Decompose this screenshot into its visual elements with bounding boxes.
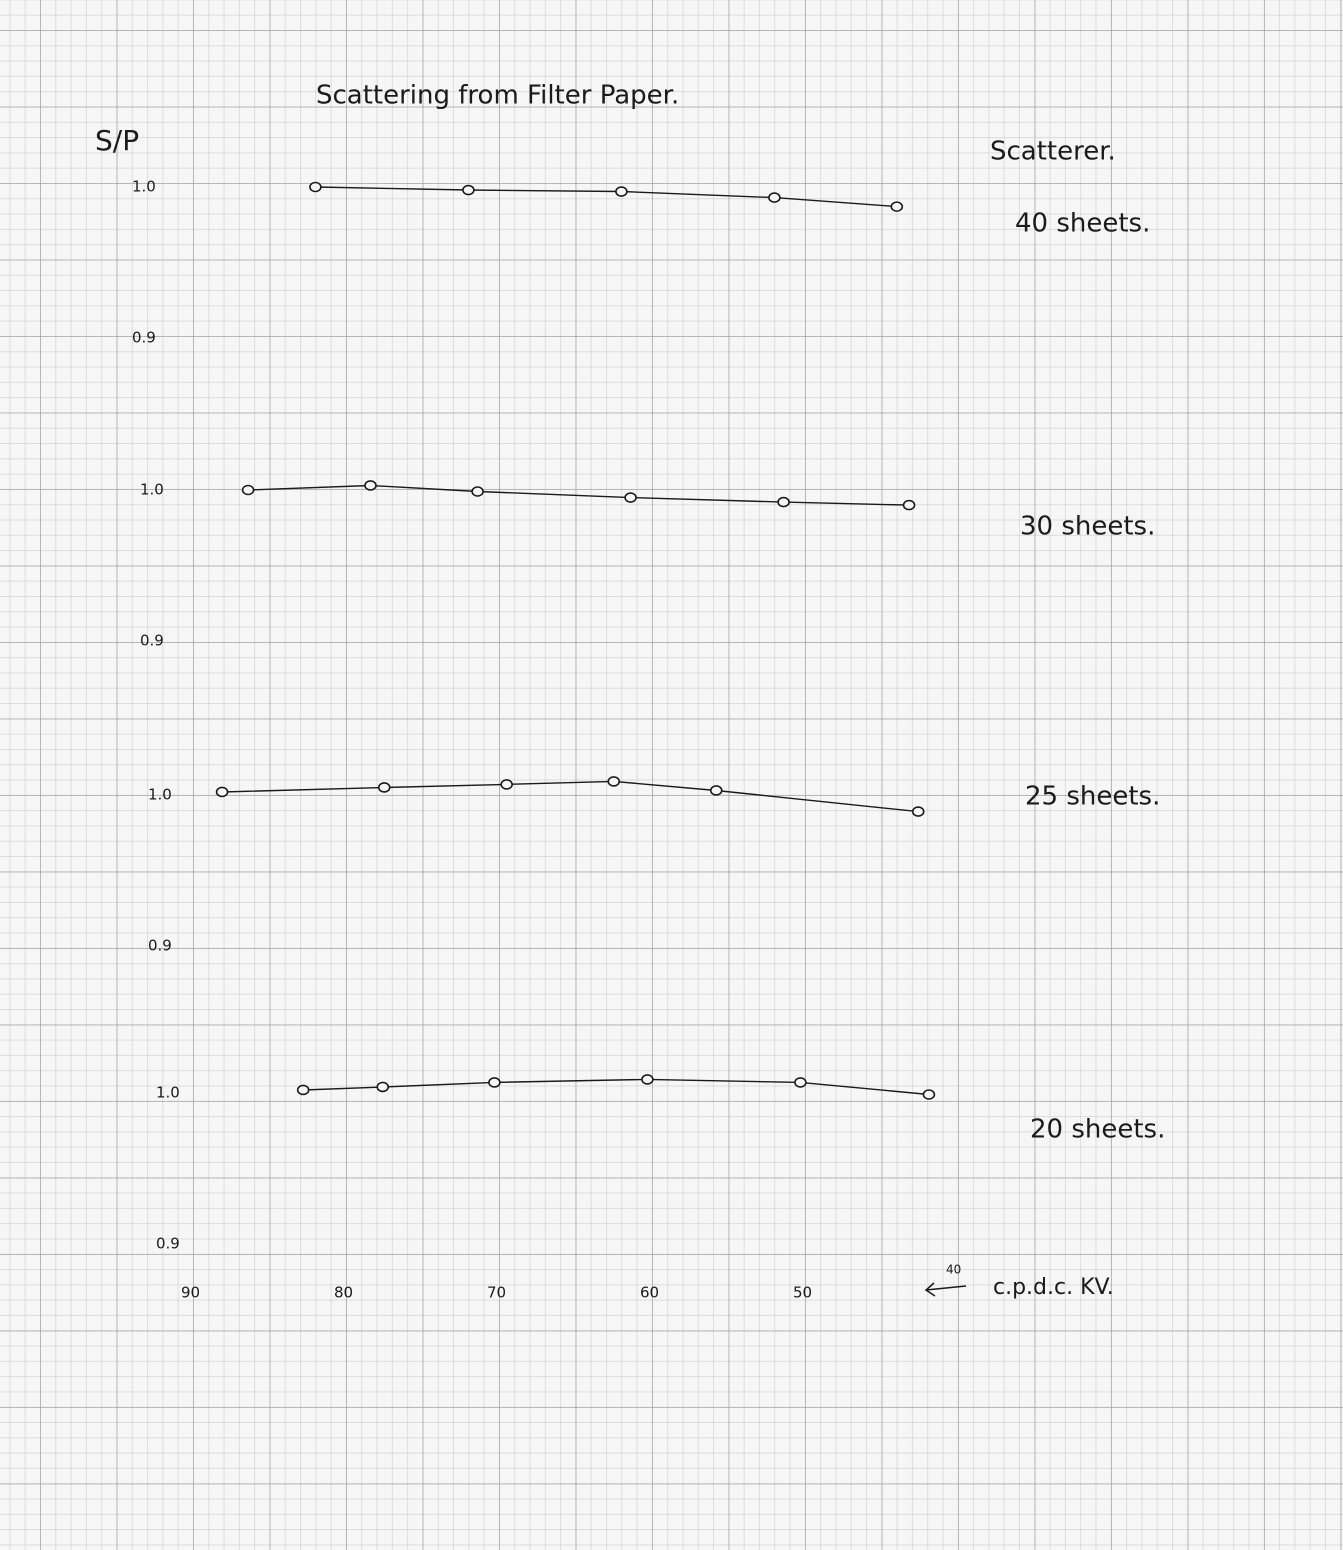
data-point [615, 186, 628, 197]
data-point [902, 499, 916, 511]
data-point [471, 486, 484, 497]
data-point [377, 782, 391, 793]
y-tick-label: 0.9 [140, 632, 164, 650]
data-line [222, 780, 919, 813]
data-point [607, 776, 621, 787]
data-point [890, 201, 904, 212]
data-point [777, 496, 790, 508]
data-point [641, 1074, 654, 1085]
data-point [500, 779, 513, 790]
legend-title: Scatterer. [990, 137, 1116, 167]
x-axis-label: c.p.d.c. KV. [993, 1275, 1114, 1300]
data-point [911, 806, 925, 817]
data-point [709, 785, 723, 796]
chart-title: Scattering from Filter Paper. [316, 81, 679, 111]
y-tick-label: 0.9 [132, 329, 156, 347]
data-point [462, 184, 475, 196]
data-point [376, 1081, 390, 1093]
data-point [922, 1089, 936, 1100]
data-line [248, 484, 910, 506]
y-tick-label: 0.9 [156, 1235, 180, 1253]
legend-label: 20 sheets. [1030, 1115, 1165, 1145]
legend-label: 25 sheets. [1025, 782, 1160, 812]
legend-label: 40 sheets. [1015, 209, 1150, 239]
data-point [364, 480, 377, 491]
x-tick-label: 80 [334, 1284, 353, 1302]
x-tick-label: 70 [487, 1284, 506, 1302]
y-axis-label: S/P [95, 124, 139, 157]
data-point [309, 181, 322, 193]
data-point [241, 484, 255, 496]
data-line [303, 1078, 929, 1096]
x-tick-label: 40 [946, 1263, 961, 1277]
y-tick-label: 0.9 [148, 937, 172, 955]
data-point [215, 786, 229, 798]
legend-label: 30 sheets. [1020, 512, 1155, 542]
y-tick-label: 1.0 [156, 1084, 180, 1102]
data-line [315, 186, 897, 208]
data-point [296, 1084, 310, 1096]
direction-arrow [924, 1282, 967, 1297]
x-tick-label: 50 [793, 1284, 812, 1302]
data-point [768, 192, 781, 203]
x-tick-label: 60 [640, 1284, 659, 1302]
data-point [794, 1077, 807, 1088]
y-tick-label: 1.0 [148, 786, 172, 804]
x-tick-label: 90 [181, 1284, 200, 1302]
y-tick-label: 1.0 [140, 481, 164, 499]
data-point [624, 492, 637, 503]
y-tick-label: 1.0 [132, 178, 156, 196]
data-point [488, 1077, 501, 1088]
